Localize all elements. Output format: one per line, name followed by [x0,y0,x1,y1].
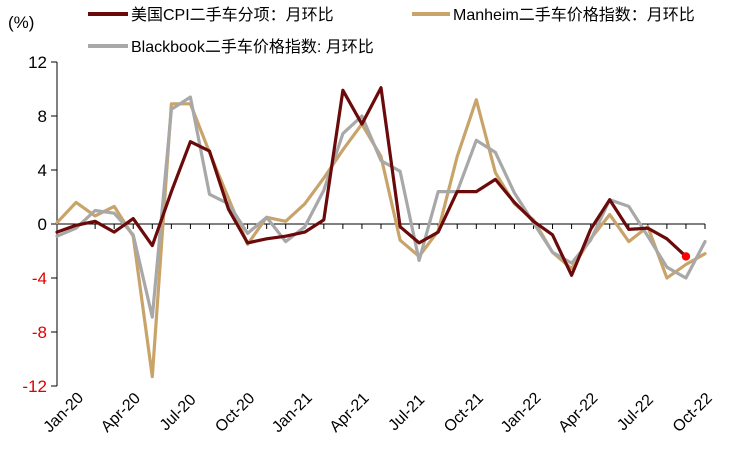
x-tick-label: Jul-20 [157,391,200,434]
x-tick-label: Jan-20 [41,389,88,436]
series-end-marker [681,252,691,261]
x-tick-label: Apr-22 [555,390,601,436]
legend-label-manheim: Manheim二手车价格指数：月环比 [453,6,695,24]
x-tick-label: Oct-20 [212,390,258,436]
y-tick-label: 12 [28,53,47,72]
x-tick-label: Jan-21 [269,389,316,436]
y-ticks: 12 8 4 0 -4 -8 -12 [22,53,57,396]
x-tick-label: Jul-21 [385,391,428,434]
series-line-2 [55,95,707,319]
x-tick-label: Oct-22 [670,390,716,436]
legend: 美国CPI二手车分项：月环比 Manheim二手车价格指数：月环比 Blackb… [88,6,695,56]
y-tick-label: -4 [32,269,47,288]
y-tick-label: 8 [38,107,47,126]
y-tick-label: 0 [38,215,47,234]
x-tick-label: Jan-22 [498,389,545,436]
y-tick-label: -8 [32,323,47,342]
series-line-0 [55,86,688,277]
series-layer [55,86,707,379]
legend-label-cpi: 美国CPI二手车分项：月环比 [131,6,334,24]
x-tick-label: Oct-21 [441,390,487,436]
x-tick-label: Apr-20 [98,390,144,436]
x-tick-label: Jul-22 [614,391,657,434]
y-tick-label: -12 [22,377,47,396]
y-unit-label: (%) [8,13,34,32]
x-ticks: Jan-20 Apr-20 Jul-20 Oct-20 Jan-21 Apr-21 Jul-… [41,224,716,436]
y-tick-label: 4 [38,161,47,180]
legend-label-blackbook: Blackbook二手车价格指数: 月环比 [131,38,374,56]
x-tick-label: Apr-21 [327,390,373,436]
